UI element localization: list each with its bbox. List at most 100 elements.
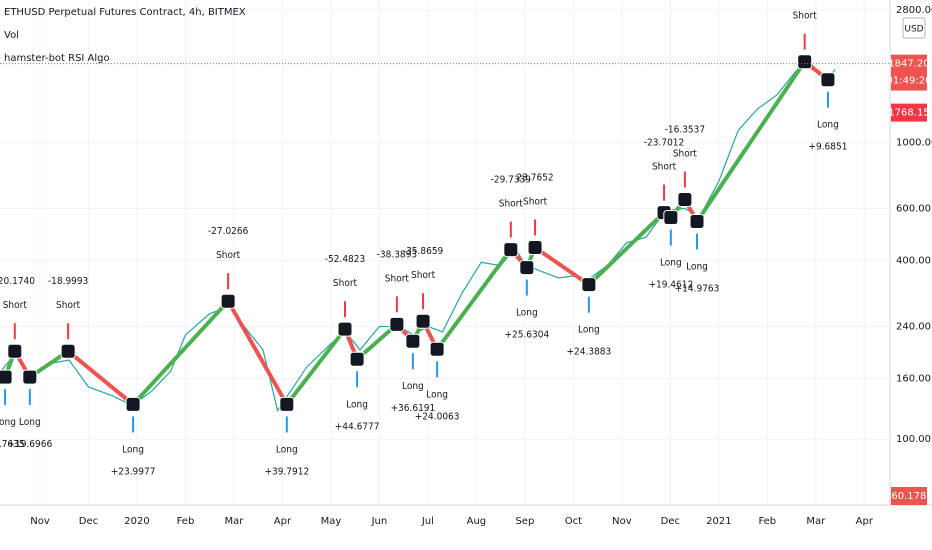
trade-side: Long [516, 308, 538, 319]
trade-side: Long [402, 381, 424, 392]
position-segment [435, 247, 513, 352]
trade-marker [581, 277, 597, 293]
trade-marker [279, 396, 295, 412]
trade-pnl: -20.1740 [0, 276, 35, 287]
x-tick-label: Apr [856, 516, 874, 527]
trade-pnl: +14.9763 [675, 284, 720, 295]
trade-pnl: -18.9993 [48, 276, 88, 287]
trade-side: Short [793, 11, 818, 22]
trade-pnl: +24.0063 [415, 411, 460, 422]
trade-pnl: +19.6966 [7, 439, 52, 450]
trade-marker [405, 333, 421, 349]
trade-side: Long [276, 444, 298, 455]
x-tick-label: Jul [421, 516, 434, 527]
y-tick-label: 600.00 [896, 203, 931, 214]
x-tick-label: Mar [225, 516, 245, 527]
trade-side: Long [346, 399, 368, 410]
trade-pnl: -38.3893 [377, 249, 417, 260]
trade-pnl: -35.8659 [403, 246, 444, 257]
y-tick-label: 1000.00 [896, 138, 932, 149]
position-segment [131, 299, 231, 407]
trade-side: Long [0, 417, 16, 428]
trade-marker [22, 369, 38, 385]
trade-side: Long [426, 389, 448, 400]
trade-side: Short [385, 273, 410, 284]
x-tick-label: Nov [30, 516, 50, 527]
volume-box [891, 487, 927, 505]
trade-pnl: +9.6851 [808, 142, 847, 153]
countdown: 01:49:20 [887, 76, 932, 87]
trade-marker [415, 313, 431, 329]
x-tick-label: Jun [371, 516, 388, 527]
trade-side: Short [3, 300, 28, 311]
trade-marker [527, 240, 543, 256]
grid [0, 0, 890, 505]
trade-side: Short [411, 270, 436, 281]
trade-side: Long [817, 120, 839, 131]
trade-pnl: -29.7339 [491, 175, 532, 186]
trade-pnl: +25.6304 [504, 330, 549, 341]
x-tick-label: Sep [515, 516, 534, 527]
trade-side: Short [673, 149, 698, 160]
x-tick-label: Oct [565, 516, 582, 527]
position-segment [226, 299, 289, 407]
trade-side: Short [56, 300, 81, 311]
trade-marker [220, 293, 236, 309]
trade-marker [519, 260, 535, 276]
trade-marker [429, 341, 445, 357]
currency-label: USD [904, 25, 923, 35]
volume-label: 260.178K [885, 491, 932, 502]
close-price-label: 1768.15 [888, 108, 929, 119]
position-segment [695, 59, 807, 224]
trade-marker [7, 343, 23, 359]
trade-side: Short [499, 199, 524, 210]
trade-marker [125, 396, 141, 412]
trade-pnl: +23.9977 [111, 466, 156, 477]
y-tick-label: 160.00 [896, 374, 931, 385]
position-segment [533, 245, 591, 287]
trade-pnl: +36.6191 [391, 403, 436, 414]
trade-marker [349, 351, 365, 367]
trade-marker [677, 192, 693, 208]
position-segment [284, 327, 347, 407]
trade-pnl: +39.7912 [264, 466, 309, 477]
trade-pnl: -52.4823 [325, 254, 365, 265]
indicator-label: Vol [4, 30, 19, 41]
trade-side: Long [122, 444, 144, 455]
x-tick-label: Feb [758, 516, 776, 527]
trade-marker [337, 321, 353, 337]
x-tick-label: Dec [79, 516, 98, 527]
indicator-label: hamster-bot RSI Algo [4, 53, 110, 64]
trade-pnl: -23.7012 [644, 138, 684, 149]
x-tick-label: May [321, 516, 342, 527]
currency-box[interactable] [902, 17, 926, 39]
x-tick-label: Mar [806, 516, 826, 527]
close-price-box [891, 103, 927, 122]
trade-pnl: -27.0266 [208, 226, 249, 237]
trade-side: Long [686, 262, 708, 273]
trade-pnl: +24.3883 [567, 347, 612, 358]
trade-marker [503, 242, 519, 258]
position-segment [586, 210, 667, 287]
trade-side: Short [333, 278, 358, 289]
trade-side: Short [523, 197, 548, 208]
trade-pnl: 23.7652 [516, 173, 553, 184]
trade-side: Short [652, 162, 677, 173]
x-tick-label: Nov [612, 516, 632, 527]
trade-pnl: +8.7635 [0, 439, 25, 450]
x-tick-label: Feb [177, 516, 195, 527]
y-tick-label: 100.00 [896, 434, 931, 445]
last-price-box [891, 54, 927, 91]
x-tick-label: Aug [467, 516, 487, 527]
trade-side: Long [19, 417, 41, 428]
trade-marker [389, 316, 405, 332]
trade-marker [797, 54, 813, 70]
y-tick-label: 400.00 [896, 256, 931, 267]
x-tick-label: 2021 [706, 516, 731, 527]
trade-marker [60, 343, 76, 359]
trade-marker [0, 369, 13, 385]
trade-pnl: +44.6777 [335, 421, 380, 432]
chart-title: ETHUSD Perpetual Futures Contract, 4h, B… [4, 7, 246, 18]
